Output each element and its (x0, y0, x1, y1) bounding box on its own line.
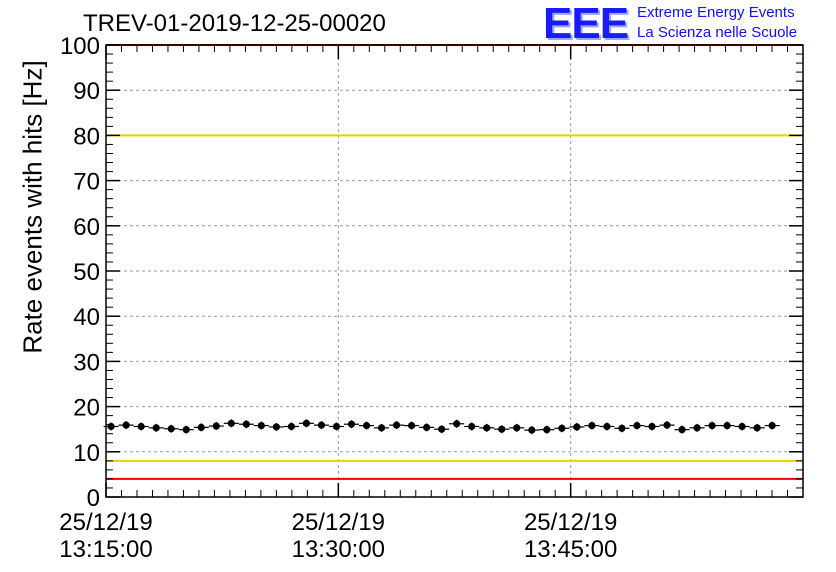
data-point (107, 422, 115, 431)
y-tick-label: 10 (73, 440, 100, 467)
data-point (182, 426, 190, 434)
data-point (152, 424, 160, 432)
y-tick-label: 70 (73, 169, 100, 196)
data-point (227, 419, 235, 427)
data-point (438, 425, 446, 433)
data-point (317, 421, 326, 429)
data-point (573, 423, 581, 431)
x-tick-time: 13:15:00 (59, 536, 152, 563)
y-tick-label: 60 (73, 214, 100, 241)
data-point (468, 422, 476, 431)
data-point (588, 421, 596, 430)
data-point (212, 422, 220, 430)
data-point (528, 426, 536, 434)
data-point (678, 426, 686, 434)
data-point (257, 421, 265, 430)
data-point (377, 424, 386, 432)
data-point (483, 424, 491, 432)
data-point (618, 424, 626, 432)
y-tick-label: 0 (87, 485, 100, 512)
x-tick-time: 13:45:00 (524, 536, 617, 563)
data-point (453, 420, 461, 428)
data-point (287, 422, 296, 431)
x-tick-date: 25/12/19 (59, 509, 152, 536)
data-point (362, 421, 371, 430)
axis-ticks (105, 44, 803, 498)
y-tick-label: 100 (60, 33, 100, 60)
data-point (242, 420, 250, 428)
y-tick-label: 50 (73, 259, 100, 286)
y-tick-label: 90 (73, 78, 100, 105)
data-point (753, 424, 761, 432)
logo-subtitle-2: La Scienza nelle Scuole (637, 24, 798, 41)
x-tick-date: 25/12/19 (292, 509, 385, 536)
data-point (648, 422, 656, 431)
y-tick-label: 20 (73, 395, 100, 422)
data-series (103, 419, 780, 435)
data-point (693, 424, 701, 432)
y-tick-label: 80 (73, 123, 100, 150)
y-tick-label: 40 (73, 304, 100, 331)
data-point (423, 423, 431, 431)
data-point (663, 421, 671, 429)
data-point (738, 422, 746, 431)
data-point (603, 422, 611, 431)
data-point (302, 419, 311, 427)
y-axis-label: Rate events with hits [Hz] (17, 60, 48, 354)
data-point (407, 421, 416, 430)
data-point (633, 421, 641, 430)
data-point (513, 424, 521, 432)
data-point (122, 421, 130, 429)
data-point (137, 422, 145, 431)
x-tick-date: 25/12/19 (524, 509, 617, 536)
data-point (768, 421, 776, 430)
logo-subtitle-1: Extreme Energy Events (637, 4, 795, 21)
data-point (498, 425, 506, 433)
data-point (347, 420, 356, 428)
data-point (558, 424, 566, 432)
tick-labels: 010203040506070809010025/12/1913:15:0025… (59, 33, 617, 563)
data-point (332, 422, 341, 431)
data-point (197, 423, 205, 431)
y-tick-label: 30 (73, 349, 100, 376)
x-tick-time: 13:30:00 (292, 536, 385, 563)
data-point (272, 423, 280, 431)
chart-title: TREV-01-2019-12-25-00020 (83, 10, 386, 37)
data-point (167, 425, 175, 433)
data-point (543, 426, 551, 434)
data-point (392, 421, 401, 429)
eee-logo: EEE Extreme Energy Events La Scienza nel… (543, 2, 833, 46)
data-point (708, 421, 716, 430)
logo-mark: EEE (543, 0, 629, 48)
reference-lines (106, 44, 803, 480)
data-point (723, 421, 731, 430)
